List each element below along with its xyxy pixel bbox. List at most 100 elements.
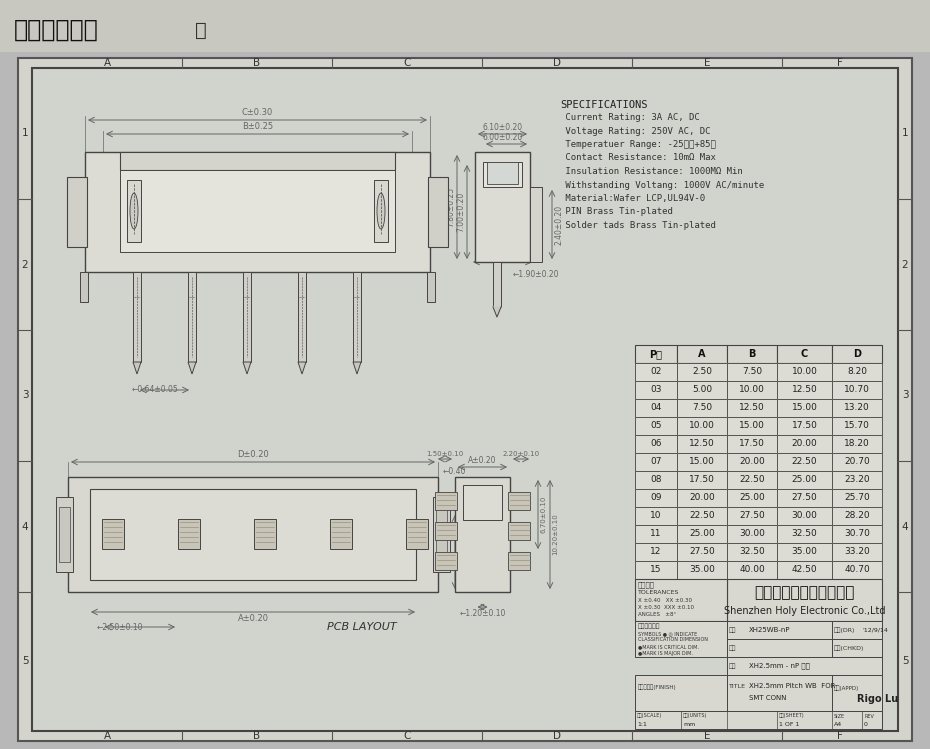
Bar [677,561,727,579]
Text: Shenzhen Holy Electronic Co.,Ltd: Shenzhen Holy Electronic Co.,Ltd [724,606,885,616]
Bar [832,381,882,399]
Text: A4: A4 [834,723,843,727]
Text: 11: 11 [650,530,662,539]
Text: 比例(SCALE): 比例(SCALE) [637,714,662,718]
Bar [777,363,832,381]
Text: 08: 08 [650,476,662,485]
Text: 17.50: 17.50 [739,440,765,449]
Bar [374,180,388,242]
Text: 核准(APPD): 核准(APPD) [834,685,859,691]
Bar [677,507,727,525]
Text: C±0.30: C±0.30 [242,108,273,117]
Bar [727,399,777,417]
Bar [777,435,832,453]
Text: 09: 09 [650,494,662,503]
Text: 3.40±0.10: 3.40±0.10 [427,533,433,571]
Text: SPECIFICATIONS: SPECIFICATIONS [560,100,647,110]
Bar [777,489,832,507]
Bar [677,363,727,381]
Text: 25.00: 25.00 [791,476,817,485]
Bar [635,561,677,579]
Ellipse shape [130,193,138,229]
Bar [677,345,727,363]
Text: 6.10±0.20: 6.10±0.20 [483,123,523,132]
Text: 27.50: 27.50 [739,512,764,521]
Text: XH25WB-nP: XH25WB-nP [749,627,790,633]
Text: 02: 02 [650,368,661,377]
Bar [727,579,882,621]
Bar [727,471,777,489]
Bar [677,525,727,543]
Text: 22.50: 22.50 [689,512,715,521]
Text: B: B [254,731,260,741]
Text: ●MARK IS MAJOR DIM.: ●MARK IS MAJOR DIM. [638,651,693,656]
Bar [677,399,727,417]
Text: 15.00: 15.00 [739,422,765,431]
Text: 05: 05 [650,422,662,431]
Text: 13.20: 13.20 [844,404,870,413]
Text: 40.00: 40.00 [739,565,764,574]
Text: 5: 5 [21,657,28,667]
Text: XH2.5mm - nP 卧贴: XH2.5mm - nP 卧贴 [749,663,810,670]
Text: C: C [404,731,411,741]
Text: CLASSIFICATION DIMENSION: CLASSIFICATION DIMENSION [638,637,708,642]
Text: Contact Resistance: 10mΩ Max: Contact Resistance: 10mΩ Max [560,154,716,163]
Polygon shape [298,362,306,374]
Bar [727,657,882,675]
Text: Voltage Rating: 250V AC, DC: Voltage Rating: 250V AC, DC [560,127,711,136]
Text: PCB LAYOUT: PCB LAYOUT [326,622,396,632]
Bar [635,711,882,729]
Bar [727,621,832,639]
Text: F: F [837,58,843,68]
Bar [67,177,87,247]
Bar [832,561,882,579]
Text: 25.70: 25.70 [844,494,870,503]
Bar [832,639,882,657]
Text: 6.70±0.10: 6.70±0.10 [540,496,546,533]
Bar [635,471,677,489]
Bar [777,543,832,561]
Text: 32.50: 32.50 [791,530,817,539]
Text: X ±0.30  XXX ±0.10: X ±0.30 XXX ±0.10 [638,605,694,610]
Text: D: D [553,58,561,68]
Bar [635,543,677,561]
Text: ←0.64±0.05: ←0.64±0.05 [132,386,179,395]
Bar [677,435,727,453]
Text: Temperatuer Range: -25℃～+85℃: Temperatuer Range: -25℃～+85℃ [560,140,716,149]
Bar [832,417,882,435]
Bar [635,363,677,381]
Bar [428,177,448,247]
Bar [832,621,882,639]
Polygon shape [188,362,196,374]
Bar [475,152,530,262]
Text: 1 OF 1: 1 OF 1 [779,723,800,727]
Text: E: E [704,58,711,68]
Bar [635,675,727,711]
Text: PIN Brass Tin-plated: PIN Brass Tin-plated [560,207,673,216]
Bar [463,485,502,520]
Text: E: E [704,731,711,741]
Bar [832,543,882,561]
Text: 35.00: 35.00 [689,565,715,574]
Text: 30.70: 30.70 [844,530,870,539]
Text: B: B [749,349,756,359]
Bar [330,519,352,549]
Text: 深圳市宏利电子有限公司: 深圳市宏利电子有限公司 [754,586,855,601]
Bar [635,621,727,657]
Text: 2.40±0.20: 2.40±0.20 [554,204,563,245]
Ellipse shape [377,193,385,229]
Text: 04: 04 [650,404,661,413]
Bar [435,552,457,570]
Text: 42.50: 42.50 [791,565,817,574]
Text: 张数(SHEET): 张数(SHEET) [779,714,804,718]
Text: Rigo Lu: Rigo Lu [857,694,898,704]
Bar [727,363,777,381]
Text: Solder tads Brass Tin-plated: Solder tads Brass Tin-plated [560,221,716,230]
Text: 8.20: 8.20 [847,368,867,377]
Bar [832,675,882,711]
Text: 32.50: 32.50 [739,548,764,557]
Text: 2.20±0.10: 2.20±0.10 [502,451,539,457]
Bar [832,345,882,363]
Text: ✋: ✋ [195,20,206,40]
Text: 33.20: 33.20 [844,548,870,557]
